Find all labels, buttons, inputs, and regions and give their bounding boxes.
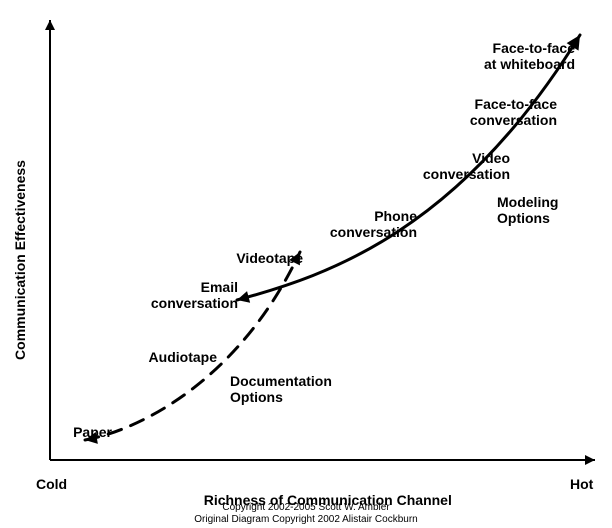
credit-line-2: Original Diagram Copyright 2002 Alistair…	[194, 514, 417, 526]
y-axis-label-text: Communication Effectiveness	[12, 160, 28, 360]
point-label-2: Video conversation	[423, 150, 510, 182]
point-label-7: Paper	[73, 424, 112, 440]
chart-svg	[0, 0, 612, 528]
point-label-3: Phone conversation	[330, 208, 417, 240]
point-label-5: Email conversation	[151, 279, 238, 311]
credit-line-1: Copyright 2002-2005 Scott W. Ambler	[222, 502, 389, 514]
communication-effectiveness-chart: Communication Effectiveness Richness of …	[0, 0, 612, 528]
x-tick-cold: Cold	[36, 476, 67, 492]
documentation-options-label: Documentation Options	[230, 373, 332, 405]
y-axis-label: Communication Effectiveness	[12, 160, 28, 360]
point-label-6: Audiotape	[149, 349, 217, 365]
modeling-options-label: Modeling Options	[497, 194, 558, 226]
x-tick-hot: Hot	[570, 476, 593, 492]
point-label-0: Face-to-face at whiteboard	[484, 40, 575, 72]
point-label-4: Videotape	[236, 250, 303, 266]
point-label-1: Face-to-face conversation	[470, 96, 557, 128]
